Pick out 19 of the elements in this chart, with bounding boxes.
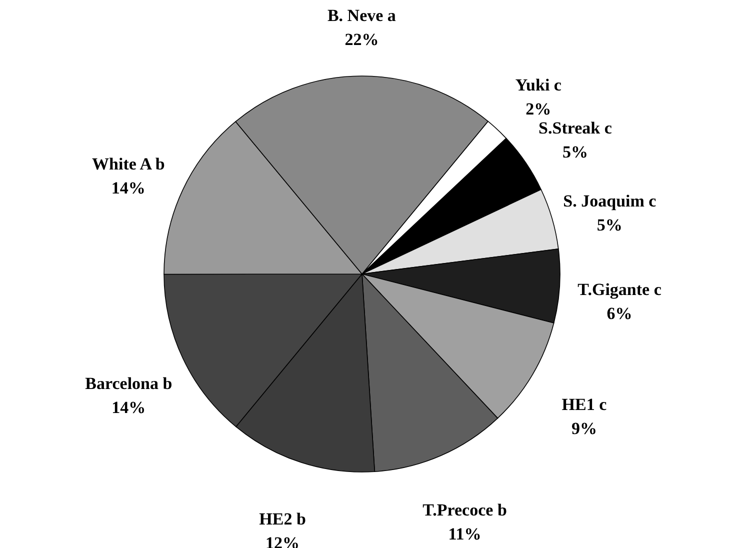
data-label: 14% — [112, 398, 146, 418]
slice-label: S. Joaquim c — [563, 192, 657, 211]
slice-label: T.Precoce b — [422, 500, 507, 520]
data-label: 5% — [562, 142, 588, 162]
slice-label: HE2 b — [259, 509, 306, 528]
data-label: 6% — [606, 304, 632, 323]
data-label: 11% — [448, 524, 482, 544]
slice-label: B. Neve a — [327, 6, 396, 25]
data-label: 9% — [571, 419, 597, 438]
data-label: 2% — [526, 100, 552, 119]
slice-label: T.Gigante c — [578, 280, 662, 299]
slice-label: White A b — [92, 154, 165, 174]
data-label: 22% — [344, 30, 379, 49]
slice-label: Barcelona b — [85, 374, 172, 394]
data-label: 14% — [111, 178, 146, 198]
data-label: 5% — [596, 216, 622, 235]
slice-label: HE1 c — [562, 395, 608, 414]
slice-label: S.Streak c — [538, 118, 612, 138]
slice-label: Yuki c — [515, 76, 562, 95]
